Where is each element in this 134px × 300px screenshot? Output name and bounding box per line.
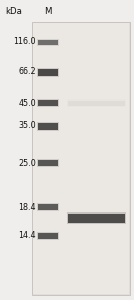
Bar bbox=[68, 214, 125, 223]
Bar bbox=[32, 22, 130, 295]
Text: kDa: kDa bbox=[6, 8, 22, 16]
Bar bbox=[38, 40, 58, 44]
Text: 35.0: 35.0 bbox=[18, 122, 36, 130]
Text: 14.4: 14.4 bbox=[18, 232, 36, 241]
Bar bbox=[37, 122, 59, 130]
Text: 66.2: 66.2 bbox=[18, 68, 36, 76]
Text: M: M bbox=[44, 8, 52, 16]
Bar bbox=[37, 99, 59, 107]
Text: 18.4: 18.4 bbox=[18, 202, 36, 211]
Text: 45.0: 45.0 bbox=[18, 98, 36, 107]
Bar bbox=[37, 203, 59, 211]
Bar bbox=[37, 159, 59, 167]
Bar bbox=[67, 99, 126, 107]
Bar bbox=[38, 233, 58, 239]
Bar bbox=[33, 23, 129, 294]
Bar bbox=[38, 100, 58, 106]
Bar bbox=[38, 204, 58, 210]
Bar bbox=[37, 38, 59, 46]
Bar bbox=[67, 212, 126, 224]
Bar bbox=[37, 232, 59, 240]
Text: 116.0: 116.0 bbox=[14, 38, 36, 46]
Bar bbox=[38, 122, 58, 130]
Bar bbox=[38, 160, 58, 166]
Bar bbox=[68, 100, 125, 106]
Bar bbox=[38, 68, 58, 76]
Text: 25.0: 25.0 bbox=[18, 158, 36, 167]
Bar bbox=[37, 68, 59, 76]
